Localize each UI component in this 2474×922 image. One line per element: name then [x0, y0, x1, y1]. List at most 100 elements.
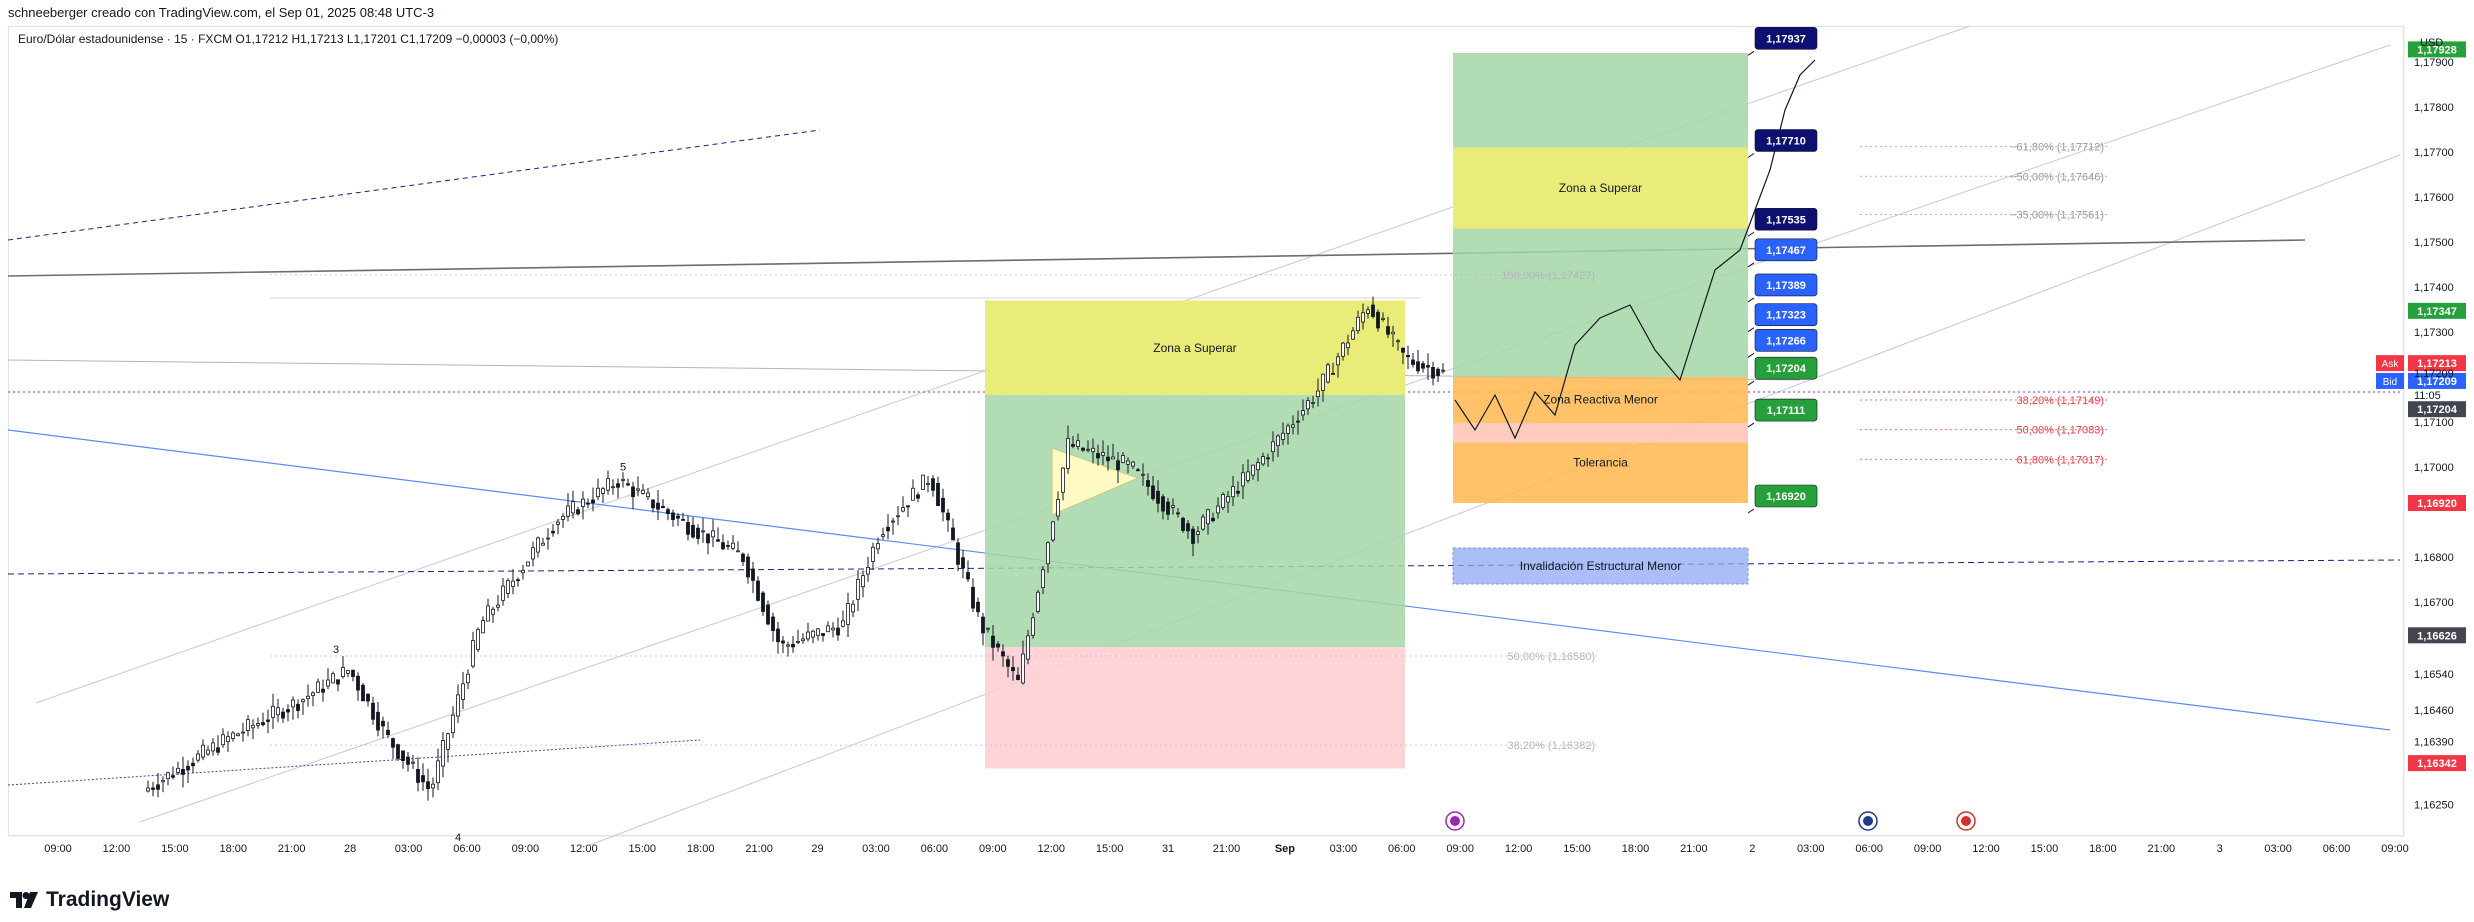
tradingview-brand: TradingView: [46, 888, 170, 911]
price-axis-tag-text: 1,17213: [2417, 358, 2457, 370]
candle-body: [1016, 674, 1020, 681]
lightning-icon[interactable]: [1445, 811, 1465, 831]
candle-body: [196, 753, 200, 761]
candle-body: [391, 738, 395, 748]
candle-body: [536, 537, 540, 553]
candle-body: [1206, 509, 1210, 525]
candle-body: [1116, 460, 1120, 471]
candle-body: [666, 509, 670, 514]
candle-body: [501, 585, 505, 601]
target-price-text: 1,17467: [1766, 245, 1806, 257]
time-tick-label: 18:00: [687, 843, 715, 855]
fib-level-label: 61,80% (1,17017): [2017, 454, 2104, 466]
time-tick-label: 2: [1749, 843, 1755, 855]
candle-body: [156, 784, 160, 790]
globe-icon-dot: [1863, 816, 1873, 826]
candle-body: [591, 499, 595, 504]
candle-body: [1361, 312, 1365, 323]
candle-body: [1321, 373, 1325, 391]
candle-body: [1001, 651, 1005, 657]
candle-body: [1341, 342, 1345, 357]
candle-body: [706, 533, 710, 544]
candle-body: [216, 747, 220, 753]
candle-body: [956, 542, 960, 565]
price-tick-label: 1,17300: [2414, 327, 2454, 339]
us-flag-icon[interactable]: [1956, 811, 1976, 831]
candle-body: [266, 719, 270, 722]
candle-body: [901, 507, 905, 512]
candle-body: [1346, 342, 1350, 349]
target-price-tag: [1754, 273, 1818, 297]
price-tick-label: 1,17700: [2414, 147, 2454, 159]
candle-body: [396, 744, 400, 759]
candle-body: [321, 688, 325, 693]
candle-body: [786, 644, 790, 647]
target-pointer: [1747, 352, 1755, 358]
candle-body: [476, 629, 480, 650]
target-price-text: 1,16920: [1766, 491, 1806, 503]
candle-body: [1276, 435, 1280, 446]
candle-body: [951, 527, 955, 541]
wave-label: 4: [455, 832, 461, 844]
candle-body: [721, 542, 725, 550]
candle-body: [991, 635, 995, 648]
target-price-tag: [1754, 398, 1818, 422]
candle-body: [1366, 309, 1370, 314]
target-price-text: 1,17710: [1766, 136, 1806, 148]
candle-body: [511, 580, 515, 587]
candle-body: [826, 625, 830, 633]
candle-body: [491, 608, 495, 615]
candle-body: [1171, 505, 1175, 508]
price-tick-label: 1,16800: [2414, 552, 2454, 564]
candle-body: [386, 729, 390, 736]
candle-body: [461, 683, 465, 700]
candle-body: [1416, 361, 1420, 372]
price-axis-tag: [2408, 495, 2466, 511]
candle-body: [726, 545, 730, 547]
candle-body: [961, 557, 965, 569]
candle-body: [1081, 447, 1085, 451]
time-tick-label: 12:00: [1037, 843, 1065, 855]
candle-body: [271, 705, 275, 718]
candle-body: [211, 742, 215, 752]
time-tick-label: 06:00: [921, 843, 949, 855]
candle-body: [616, 483, 620, 488]
price-tick-label: 1,16460: [2414, 705, 2454, 717]
candle-body: [581, 498, 585, 507]
globe-icon[interactable]: [1858, 811, 1878, 831]
candle-body: [351, 669, 355, 677]
time-tick-label: 06:00: [1855, 843, 1883, 855]
candle-body: [1246, 471, 1250, 481]
candle-body: [1431, 366, 1435, 379]
candle-body: [161, 779, 165, 783]
candle-body: [296, 703, 300, 711]
target-pointer: [1747, 380, 1755, 386]
long-position-stop-zone: [985, 647, 1405, 769]
candle-body: [891, 520, 895, 523]
candle-body: [686, 522, 690, 535]
candle-body: [366, 693, 370, 702]
price-axis-text: 1,17209: [2414, 368, 2454, 380]
candle-body: [1436, 368, 1440, 376]
candle-body: [881, 534, 885, 537]
fib-level-label: 38,20% (1,17149): [2017, 395, 2104, 407]
target-pointer: [1747, 262, 1755, 268]
time-tick-label: 3: [2217, 843, 2223, 855]
candle-body: [1336, 356, 1340, 366]
lightning-icon-dot: [1450, 816, 1460, 826]
candle-body: [421, 775, 425, 783]
candle-body: [1281, 432, 1285, 440]
candle-body: [771, 616, 775, 631]
candle-body: [1086, 448, 1090, 451]
candle-body: [1411, 359, 1415, 365]
candle-body: [1126, 460, 1130, 465]
candle-body: [506, 580, 510, 594]
candle-body: [1301, 410, 1305, 416]
candle-body: [921, 474, 925, 490]
candle-body: [746, 556, 750, 578]
triangle-pattern: [1051, 447, 1140, 516]
candle-body: [731, 542, 735, 549]
candle-body: [1096, 453, 1100, 459]
price-axis-tag: [2408, 372, 2466, 389]
